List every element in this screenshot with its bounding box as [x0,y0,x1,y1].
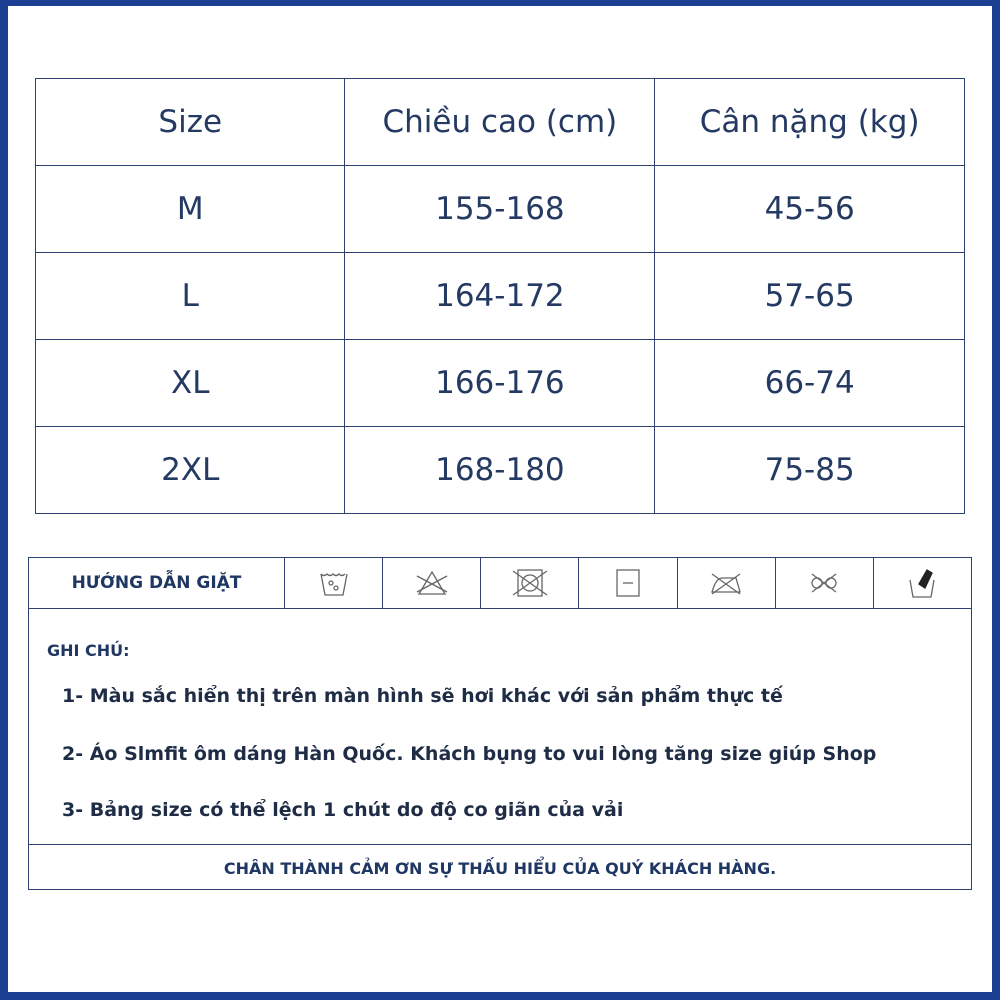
note-item: 3- Bảng size có thể lệch 1 chút do độ co… [62,799,624,821]
notes-section: GHI CHÚ: 1- Màu sắc hiển thị trên màn hì… [29,609,971,845]
header-size: Size [34,78,346,166]
table-row: L 164-172 57-65 [34,252,965,340]
cell-size: L [34,252,346,340]
no-dry-clean-icon [776,558,874,608]
notes-title: GHI CHÚ: [47,641,130,660]
care-box: HƯỚNG DẪN GIẶT GHI CHÚ: 1- Màu sắc hiển … [28,557,972,890]
hand-wash-bucket-icon [874,558,971,608]
cell-size: 2XL [34,426,346,514]
cell-weight: 75-85 [654,426,965,514]
cell-weight: 45-56 [654,165,965,253]
cell-weight: 57-65 [654,252,965,340]
no-iron-icon [678,558,776,608]
header-height: Chiều cao (cm) [344,78,656,166]
table-row: 2XL 168-180 75-85 [34,426,965,514]
table-header-row: Size Chiều cao (cm) Cân nặng (kg) [34,78,965,166]
cell-weight: 66-74 [654,339,965,427]
table-row: M 155-168 45-56 [34,165,965,253]
hand-wash-icon [285,558,384,608]
thank-you-footer: CHÂN THÀNH CẢM ƠN SỰ THẤU HIỂU CỦA QUÝ K… [223,858,777,878]
cell-height: 164-172 [344,252,656,340]
cell-height: 168-180 [344,426,656,514]
cell-height: 155-168 [344,165,656,253]
cell-height: 166-176 [344,339,656,427]
flat-dry-icon [579,558,678,608]
size-table: Size Chiều cao (cm) Cân nặng (kg) M 155-168… [34,78,965,514]
cell-size: M [34,165,346,253]
cell-size: XL [34,339,346,427]
care-instructions-row: HƯỚNG DẪN GIẶT [29,558,971,609]
note-item: 1- Màu sắc hiển thị trên màn hình sẽ hơi… [62,685,783,707]
header-weight: Cân nặng (kg) [654,78,965,166]
care-label: HƯỚNG DẪN GIẶT [29,558,285,608]
table-row: XL 166-176 66-74 [34,339,965,427]
no-tumble-dry-icon [481,558,580,608]
note-item: 2- Áo Slmfit ôm dáng Hàn Quốc. Khách bụn… [62,743,877,765]
no-bleach-icon [383,558,482,608]
